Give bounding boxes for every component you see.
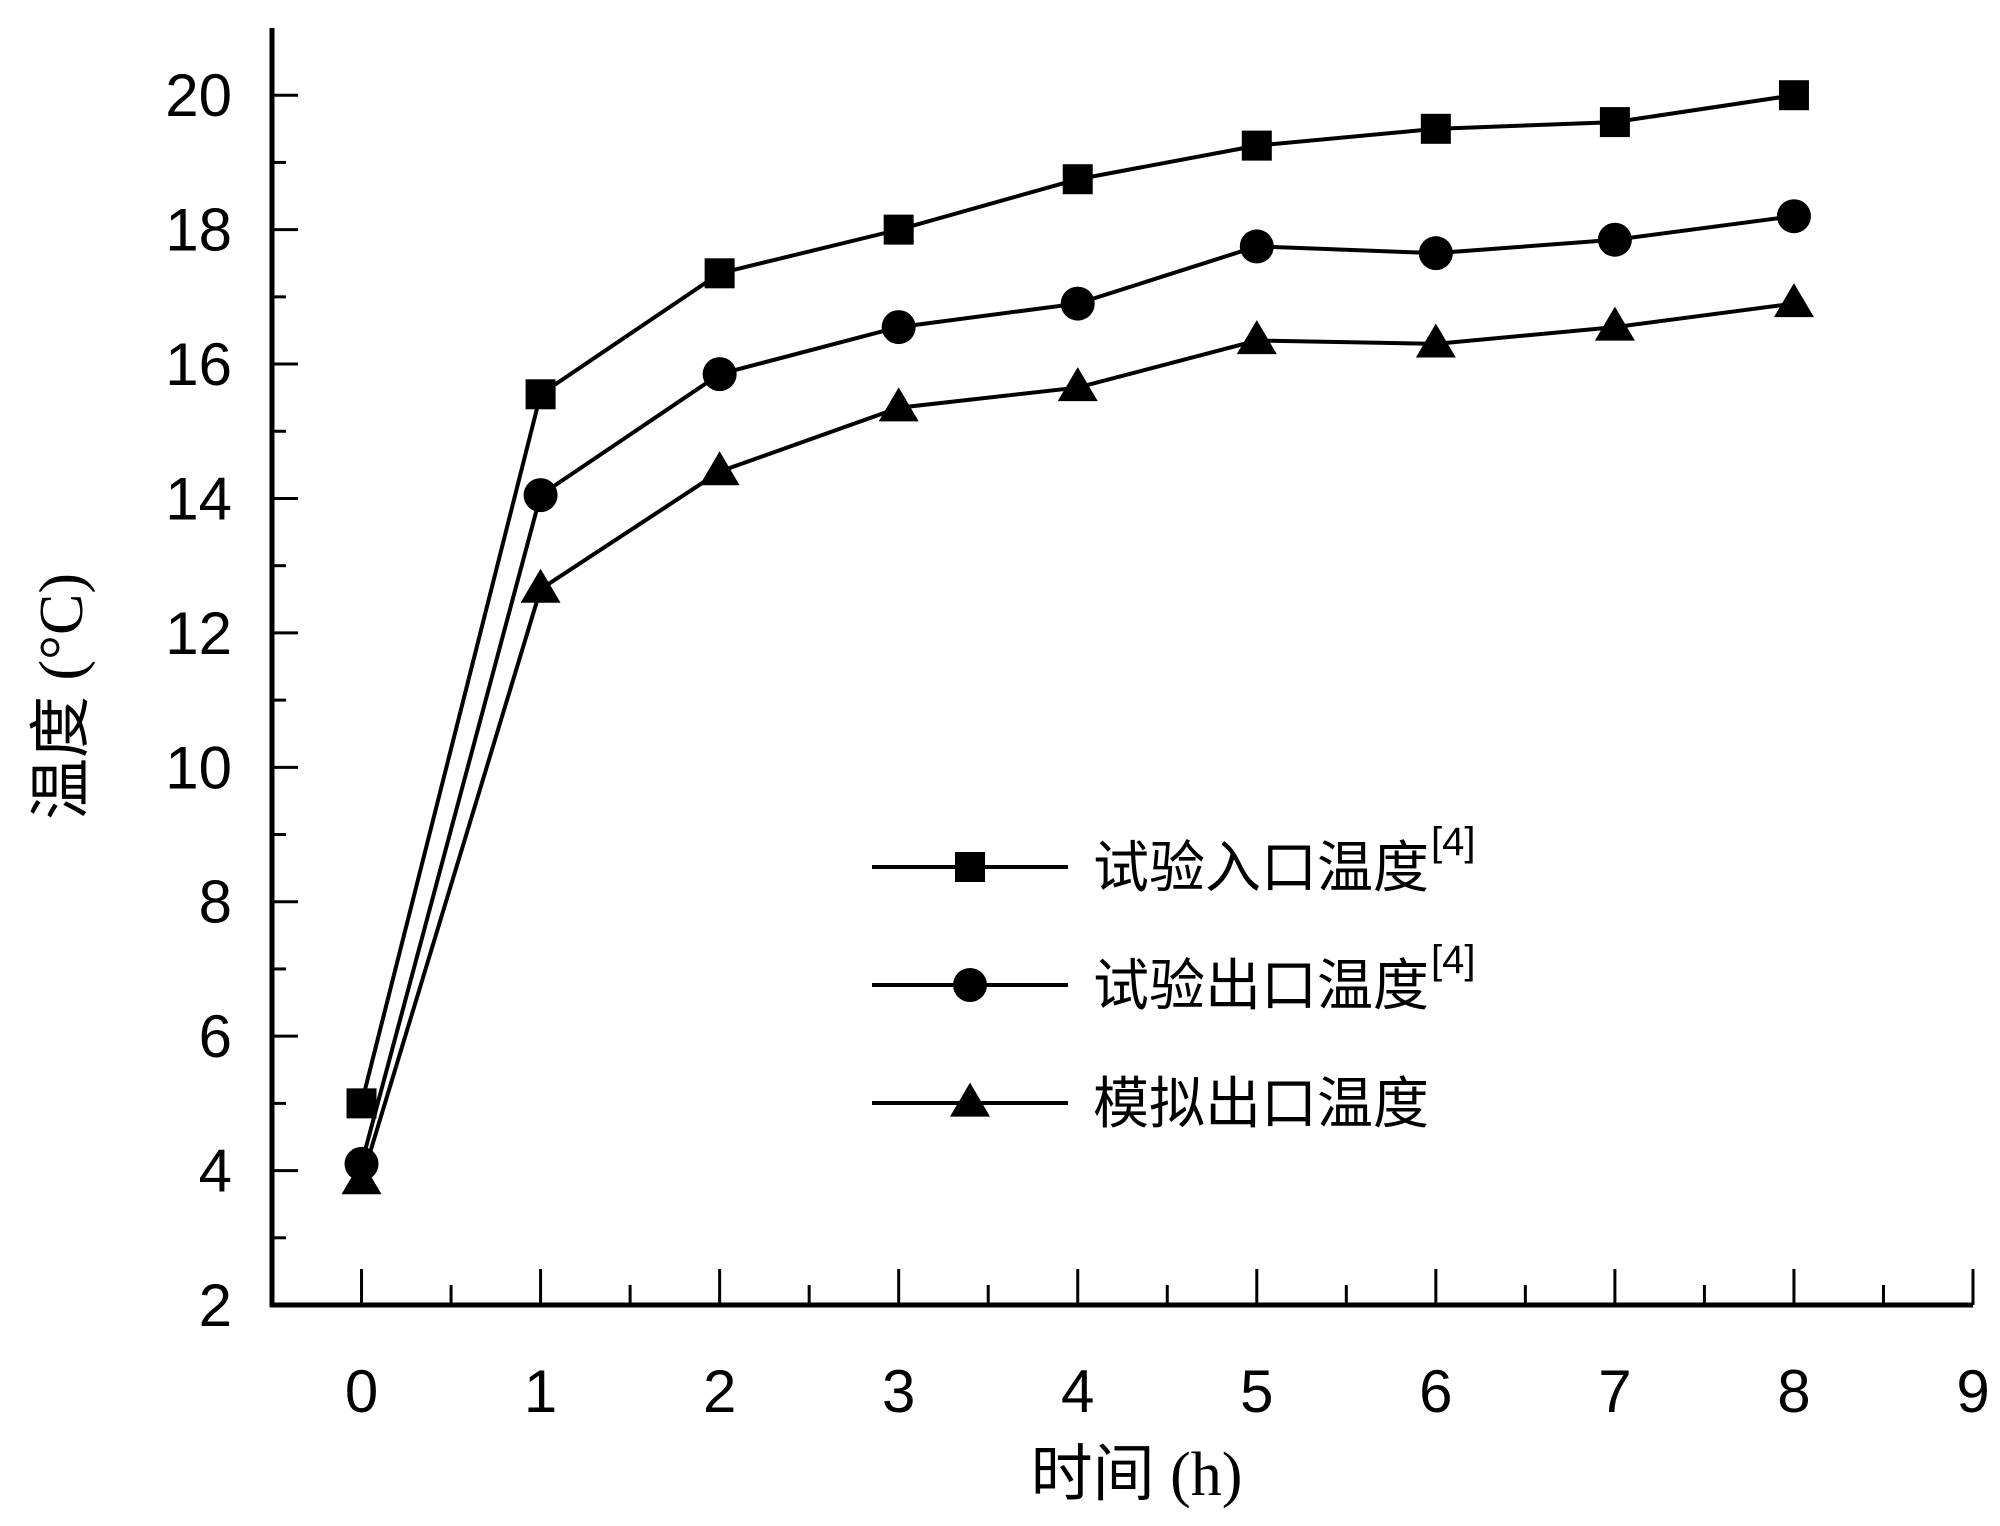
series-2-point xyxy=(1776,199,1811,234)
series-3-point xyxy=(1594,306,1635,341)
x-tick-label: 5 xyxy=(1240,1358,1273,1425)
series-3-point xyxy=(1236,320,1277,355)
series-2-point xyxy=(702,357,737,392)
series-2-point xyxy=(1418,236,1453,271)
series-1-point xyxy=(1241,130,1272,161)
y-tick-label: 14 xyxy=(165,465,232,532)
series-1 xyxy=(346,80,1809,1119)
y-tick-label: 2 xyxy=(199,1272,232,1339)
x-tick-label: 2 xyxy=(703,1358,736,1425)
series-1-line xyxy=(359,93,1795,1104)
series-layer xyxy=(341,80,1814,1195)
series-2-line xyxy=(359,214,1795,1165)
x-tick-label: 8 xyxy=(1777,1358,1810,1425)
legend-marker xyxy=(953,968,987,1002)
y-tick-label: 18 xyxy=(165,197,232,264)
y-tick-label: 10 xyxy=(165,734,232,801)
series-2-point xyxy=(1239,229,1274,264)
series-3-point xyxy=(699,451,740,486)
series-2 xyxy=(344,199,1811,1181)
legend-label: 试验入口温度 xyxy=(1093,838,1429,900)
series-1-point xyxy=(1778,80,1809,111)
series-2-point xyxy=(1060,286,1095,321)
series-2-point xyxy=(1597,222,1632,257)
series-1-point xyxy=(525,379,556,410)
y-tick-label: 16 xyxy=(165,331,232,398)
y-tick-label: 20 xyxy=(165,62,232,129)
series-1-point xyxy=(704,258,735,289)
series-1-point xyxy=(883,214,914,245)
series-3-point xyxy=(1057,367,1098,402)
y-tick-label: 8 xyxy=(199,869,232,936)
series-1-point xyxy=(1420,113,1451,144)
x-tick-label: 4 xyxy=(1061,1358,1094,1425)
series-3-point xyxy=(341,1160,382,1195)
legend-marker xyxy=(950,1082,990,1117)
series-3-point xyxy=(520,568,561,603)
series-3-point xyxy=(1415,323,1456,358)
legend-superscript: [4] xyxy=(1431,938,1475,982)
series-3-point xyxy=(1773,283,1814,318)
legend-label: 模拟出口温度 xyxy=(1093,1074,1429,1136)
x-tick-label: 7 xyxy=(1598,1358,1631,1425)
y-tick-label: 4 xyxy=(199,1138,232,1205)
series-3-point xyxy=(878,387,919,422)
legend-marker xyxy=(955,852,985,882)
series-3 xyxy=(341,283,1814,1195)
x-tick-label: 0 xyxy=(345,1358,378,1425)
series-1-point xyxy=(346,1088,377,1119)
x-tick-label: 6 xyxy=(1419,1358,1452,1425)
series-3-line xyxy=(359,301,1795,1182)
series-2-point xyxy=(881,310,916,345)
series-2-point xyxy=(523,478,558,513)
x-tick-label: 1 xyxy=(524,1358,557,1425)
y-tick-label: 12 xyxy=(165,600,232,667)
x-tick-label: 9 xyxy=(1956,1358,1989,1425)
x-tick-label: 3 xyxy=(882,1358,915,1425)
series-1-point xyxy=(1599,107,1630,138)
legend-label: 试验出口温度 xyxy=(1093,956,1429,1018)
y-axis-title: 温度 (°C) xyxy=(28,573,96,820)
legend: 试验入口温度 [4]试验出口温度 [4]模拟出口温度 xyxy=(872,820,1475,1136)
series-1-point xyxy=(1062,164,1093,195)
legend-superscript: [4] xyxy=(1431,820,1475,864)
y-tick-label: 6 xyxy=(199,1003,232,1070)
x-axis-title: 时间 (h) xyxy=(1031,1441,1243,1509)
